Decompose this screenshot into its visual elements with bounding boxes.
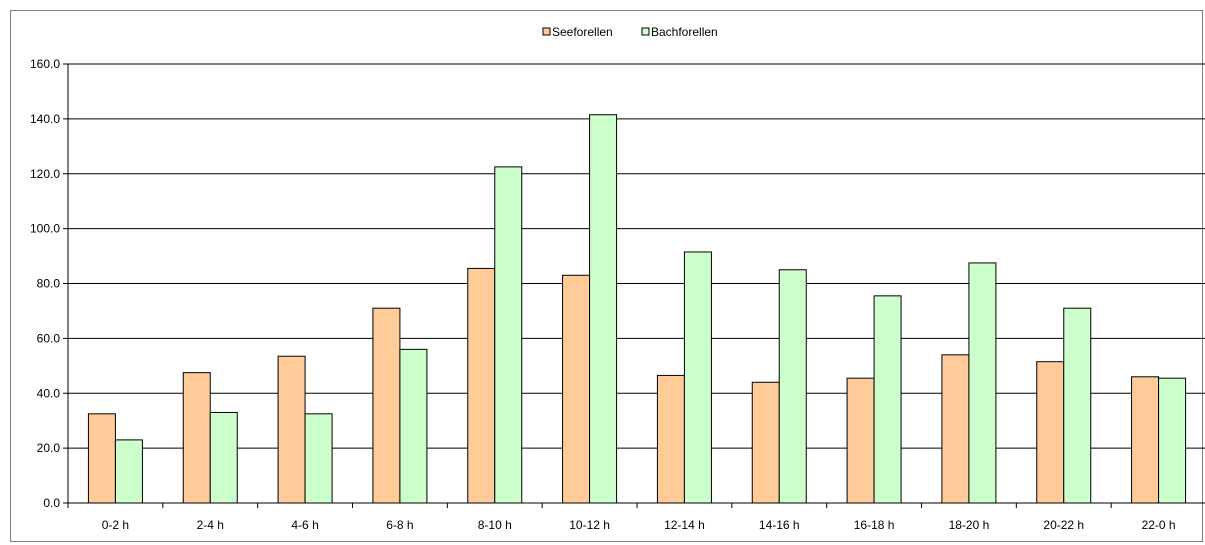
y-tick-label: 100.0 <box>30 222 60 236</box>
x-tick-label: 8-10 h <box>478 518 512 532</box>
y-tick-label: 60.0 <box>37 331 61 345</box>
bar-bachforellen <box>683 251 712 504</box>
x-tick-label: 12-14 h <box>664 518 705 532</box>
x-tick-label: 22-0 h <box>1142 518 1176 532</box>
bar-bachforellen <box>589 114 618 504</box>
bar-seeforellen <box>372 307 401 504</box>
bar-bachforellen <box>1158 377 1187 504</box>
legend-swatch-bachforellen <box>641 27 650 36</box>
x-tick-label: 18-20 h <box>949 518 990 532</box>
bar-seeforellen <box>1036 361 1065 504</box>
bar-seeforellen <box>751 381 780 504</box>
y-tick-label: 20.0 <box>37 441 61 455</box>
bar-bachforellen <box>209 411 238 504</box>
x-tick-label: 0-2 h <box>102 518 129 532</box>
bar-seeforellen <box>562 274 591 504</box>
x-tick-label: 20-22 h <box>1043 518 1084 532</box>
bar-seeforellen <box>277 355 306 504</box>
bar-seeforellen <box>941 354 970 504</box>
bar-bachforellen <box>399 348 428 504</box>
x-tick-label: 14-16 h <box>759 518 800 532</box>
y-tick-label: 140.0 <box>30 112 60 126</box>
y-tick-label: 160.0 <box>30 57 60 71</box>
bar-seeforellen <box>846 377 875 504</box>
bar-bachforellen <box>968 262 997 504</box>
legend-label-seeforellen: Seeforellen <box>552 25 613 39</box>
bar-seeforellen <box>87 413 116 504</box>
bar-bachforellen <box>778 269 807 504</box>
bar-seeforellen <box>1131 376 1160 504</box>
y-tick-label: 40.0 <box>37 386 61 400</box>
legend-swatch-seeforellen <box>542 27 551 36</box>
chart-frame: 0.0 20.0 40.0 60.0 80.0 100.0 120.0 140.0 160.0 0… <box>10 10 1205 542</box>
y-tick-label: 0.0 <box>43 496 60 510</box>
x-tick-label: 10-12 h <box>569 518 610 532</box>
y-tick-label: 80.0 <box>37 277 61 291</box>
bar-seeforellen <box>656 374 685 504</box>
bar-seeforellen <box>467 267 496 504</box>
legend-label-bachforellen: Bachforellen <box>651 25 718 39</box>
x-tick-label: 4-6 h <box>291 518 318 532</box>
bar-seeforellen <box>182 372 211 504</box>
bar-bachforellen <box>114 439 143 504</box>
x-tick-label: 16-18 h <box>854 518 895 532</box>
bar-bachforellen <box>873 295 902 504</box>
bar-bachforellen <box>304 413 333 504</box>
bar-bachforellen <box>1063 307 1092 504</box>
y-tick-label: 120.0 <box>30 167 60 181</box>
x-tick-label: 2-4 h <box>197 518 224 532</box>
bar-bachforellen <box>494 166 523 504</box>
x-tick-label: 6-8 h <box>386 518 413 532</box>
